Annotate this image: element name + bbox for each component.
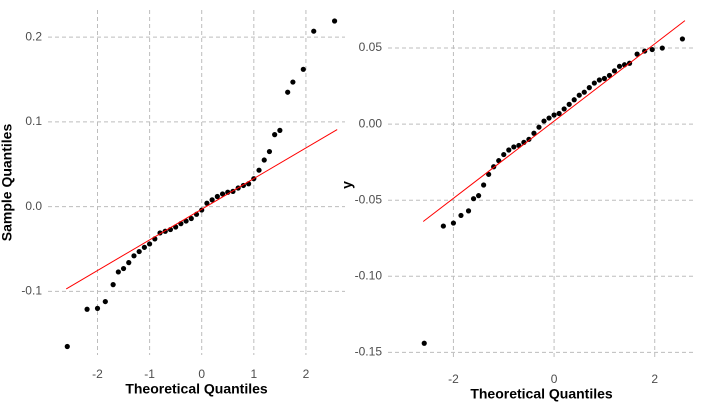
point: [188, 215, 194, 222]
point: [470, 196, 477, 202]
x-tick-label: -2: [448, 372, 459, 386]
point: [601, 75, 608, 82]
x-tick-label: 0: [198, 367, 205, 381]
point: [458, 212, 464, 219]
point: [94, 305, 101, 311]
point: [606, 72, 613, 79]
point: [204, 200, 210, 206]
point: [566, 101, 572, 107]
point: [214, 193, 220, 200]
point: [581, 89, 587, 95]
x-tick-label: 2: [651, 372, 658, 386]
y-axis-title: Sample Quantiles: [0, 124, 15, 242]
y-tick-label: -0.05: [355, 192, 383, 206]
x-axis-title: Theoretical Quantiles: [470, 386, 613, 402]
point: [536, 124, 542, 130]
point: [300, 66, 306, 72]
point: [131, 253, 137, 259]
point: [256, 167, 262, 173]
y-tick-label: 0.05: [359, 40, 383, 54]
reference-line: [65, 129, 338, 290]
point: [481, 182, 487, 188]
point: [331, 18, 338, 24]
point: [209, 197, 215, 203]
point: [421, 340, 427, 346]
point: [556, 110, 562, 117]
point: [277, 127, 283, 133]
point: [506, 147, 512, 153]
x-tick-label: 2: [303, 367, 310, 381]
y-tick-label: 0.0: [25, 199, 42, 213]
y-tick-label: 0.00: [359, 116, 383, 130]
y-tick-label: 0.2: [25, 29, 42, 43]
point: [511, 144, 517, 150]
point: [475, 193, 482, 199]
point: [219, 191, 226, 197]
point: [261, 157, 267, 163]
point: [526, 136, 532, 142]
point: [546, 115, 552, 121]
point: [571, 97, 577, 103]
point: [102, 298, 108, 305]
point: [611, 68, 618, 74]
point: [141, 244, 147, 250]
point: [183, 218, 189, 224]
reference-line: [422, 20, 686, 222]
point: [84, 306, 90, 312]
point: [531, 130, 537, 136]
point: [285, 89, 291, 95]
point: [311, 28, 317, 34]
point: [679, 36, 686, 42]
point: [586, 85, 592, 91]
point: [541, 118, 547, 124]
point: [64, 343, 70, 350]
point: [465, 208, 472, 214]
point: [591, 80, 597, 86]
x-tick-label: -2: [92, 367, 103, 381]
point: [115, 269, 121, 275]
point: [551, 112, 557, 118]
point: [290, 79, 296, 85]
y-axis-title: y: [339, 181, 355, 189]
point: [450, 220, 457, 226]
y-tick-label: -0.10: [355, 268, 383, 282]
x-tick-label: 0: [551, 372, 558, 386]
point: [110, 282, 116, 288]
point: [126, 260, 132, 266]
point: [576, 92, 582, 98]
point: [272, 132, 278, 138]
y-tick-label: 0.1: [25, 114, 42, 128]
point: [266, 148, 273, 155]
point: [147, 241, 153, 247]
y-tick-label: -0.15: [355, 345, 383, 359]
point: [440, 223, 446, 229]
point: [659, 45, 665, 51]
y-tick-label: -0.1: [21, 284, 42, 298]
point: [596, 77, 602, 83]
point: [486, 171, 492, 177]
x-tick-label: 1: [250, 367, 257, 381]
point: [649, 46, 655, 53]
point: [501, 151, 507, 158]
point: [634, 51, 640, 57]
x-axis-title: Theoretical Quantiles: [125, 381, 268, 397]
point: [616, 63, 623, 69]
point: [561, 106, 567, 112]
x-tick-label: -1: [144, 367, 155, 381]
point: [136, 248, 142, 255]
point: [120, 265, 127, 272]
